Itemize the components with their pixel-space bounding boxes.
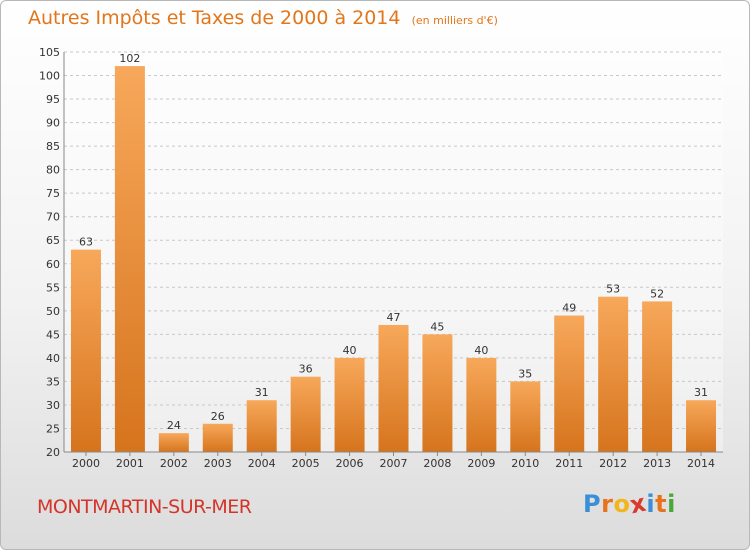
x-tick-label: 2006 [336, 457, 364, 470]
x-tick-label: 2013 [643, 457, 671, 470]
y-tick-label: 90 [46, 117, 60, 130]
x-tick-label: 2002 [160, 457, 188, 470]
bar [70, 249, 101, 452]
bar [290, 376, 321, 452]
bar [598, 296, 629, 452]
bar [510, 381, 541, 452]
x-tick-label: 2004 [248, 457, 276, 470]
y-tick-label: 70 [46, 211, 60, 224]
value-label: 35 [518, 367, 532, 380]
value-label: 45 [430, 320, 444, 333]
x-tick-label: 2000 [72, 457, 100, 470]
bar [378, 324, 409, 452]
value-label: 31 [694, 386, 708, 399]
value-label: 47 [387, 311, 401, 324]
chart-unit: (en milliers d'€) [411, 14, 498, 27]
logo-letter: i [646, 490, 656, 518]
logo-letter: P [583, 490, 602, 518]
bar [114, 66, 145, 452]
value-label: 102 [119, 52, 140, 65]
y-tick-label: 20 [46, 446, 60, 459]
bar [246, 400, 277, 452]
value-label: 40 [343, 344, 357, 357]
logo-letter: t [655, 490, 668, 518]
logo-letter: o [613, 490, 631, 518]
y-tick-label: 85 [46, 140, 60, 153]
y-tick-label: 95 [46, 93, 60, 106]
x-tick-label: 2009 [467, 457, 495, 470]
value-label: 40 [474, 344, 488, 357]
bar [642, 301, 673, 452]
y-tick-label: 25 [46, 422, 60, 435]
x-tick-label: 2007 [380, 457, 408, 470]
value-label: 24 [167, 419, 181, 432]
chart-title: Autres Impôts et Taxes de 2000 à 2014 [28, 7, 401, 29]
y-tick-label: 30 [46, 399, 60, 412]
value-label: 49 [562, 302, 576, 315]
bar [686, 400, 717, 452]
x-tick-label: 2001 [116, 457, 144, 470]
y-tick-label: 35 [46, 375, 60, 388]
bar [554, 315, 585, 452]
y-tick-label: 50 [46, 305, 60, 318]
y-tick-label: 105 [39, 46, 60, 59]
x-tick-label: 2014 [687, 457, 715, 470]
value-label: 53 [606, 283, 620, 296]
x-tick-label: 2008 [423, 457, 451, 470]
y-tick-label: 45 [46, 328, 60, 341]
x-tick-label: 2012 [599, 457, 627, 470]
axes: 20 25 30 35 40 45 50 55 60 65 70 75 80 85 90 95 100 105 20… [39, 46, 723, 470]
x-tick-label: 2003 [204, 457, 232, 470]
x-tick-label: 2005 [292, 457, 320, 470]
title-row: Autres Impôts et Taxes de 2000 à 2014 (e… [28, 7, 498, 29]
bar [202, 423, 233, 452]
logo-letter: r [601, 490, 614, 518]
value-label: 31 [255, 386, 269, 399]
y-tick-label: 80 [46, 164, 60, 177]
y-tick-label: 65 [46, 234, 60, 247]
y-tick-label: 100 [39, 70, 60, 83]
y-tick-label: 55 [46, 281, 60, 294]
y-tick-label: 40 [46, 352, 60, 365]
logo-letter: i [667, 490, 676, 518]
x-tick-label: 2010 [511, 457, 539, 470]
y-tick-label: 75 [46, 187, 60, 200]
y-tick-label: 60 [46, 258, 60, 271]
bar [466, 357, 497, 452]
value-label: 36 [299, 363, 313, 376]
bar [334, 357, 365, 452]
commune-name: MONTMARTIN-SUR-MER [37, 496, 252, 518]
proxiti-logo: Proxiti [583, 489, 676, 520]
bars: 63 102 24 26 31 36 40 47 45 40 35 49 53 52 31 [70, 52, 717, 452]
bar [158, 433, 189, 452]
value-label: 63 [79, 236, 93, 249]
x-tick-label: 2011 [555, 457, 583, 470]
value-label: 52 [650, 287, 664, 300]
value-label: 26 [211, 410, 225, 423]
bar [422, 334, 453, 452]
